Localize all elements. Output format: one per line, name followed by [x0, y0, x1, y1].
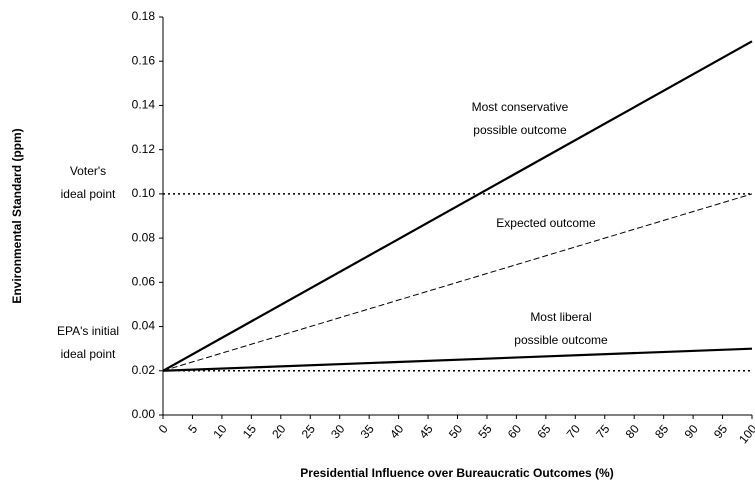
- x-tick-label: 100: [736, 422, 755, 447]
- x-tick-label: 80: [623, 422, 643, 441]
- x-tick-label: 40: [387, 422, 407, 441]
- annotation: Most liberal: [530, 310, 591, 324]
- x-tick-label: 90: [682, 422, 702, 441]
- annotation: possible outcome: [514, 333, 608, 347]
- reference-label: Voter's: [70, 164, 106, 178]
- x-axis-title: Presidential Influence over Bureaucratic…: [300, 466, 613, 480]
- x-tick-label: 75: [593, 422, 613, 441]
- x-tick-label: 10: [210, 422, 230, 441]
- x-tick-label: 45: [416, 422, 436, 441]
- y-tick-label: 0.06: [132, 275, 156, 289]
- x-tick-label: 55: [475, 422, 495, 441]
- x-tick-label: 5: [185, 422, 200, 436]
- line: [162, 40, 753, 372]
- reference-label: ideal point: [61, 347, 116, 361]
- x-tick-label: 65: [534, 422, 554, 441]
- y-tick-label: 0.14: [132, 98, 156, 112]
- x-tick-label: 50: [446, 422, 466, 441]
- y-axis-title: Environmental Standard (ppm): [10, 128, 24, 303]
- x-tick-label: 70: [564, 422, 584, 441]
- reference-label: ideal point: [61, 187, 116, 201]
- x-tick-label: 85: [652, 422, 672, 441]
- reference-label: EPA's initial: [57, 324, 119, 338]
- annotation: Expected outcome: [496, 216, 596, 230]
- x-tick-label: 20: [269, 422, 289, 441]
- y-tick-label: 0.10: [132, 186, 156, 200]
- x-tick-label: 15: [240, 422, 260, 441]
- x-tick-label: 60: [505, 422, 525, 441]
- x-tick-label: 95: [711, 422, 731, 441]
- y-tick-label: 0.12: [132, 142, 156, 156]
- annotation: Most conservative: [472, 100, 569, 114]
- y-tick-label: 0.02: [132, 363, 156, 377]
- y-tick-label: 0.16: [132, 53, 156, 67]
- x-tick-label: 25: [299, 422, 319, 441]
- line: [162, 193, 753, 372]
- y-tick-label: 0.04: [132, 319, 156, 333]
- y-tick-label: 0.00: [132, 407, 156, 421]
- y-tick-label: 0.08: [132, 230, 156, 244]
- line: [162, 347, 753, 372]
- x-tick-label: 30: [328, 422, 348, 441]
- x-tick-label: 0: [156, 422, 171, 436]
- x-tick-label: 35: [358, 422, 378, 441]
- annotation: possible outcome: [473, 123, 567, 137]
- y-tick-label: 0.18: [132, 9, 156, 23]
